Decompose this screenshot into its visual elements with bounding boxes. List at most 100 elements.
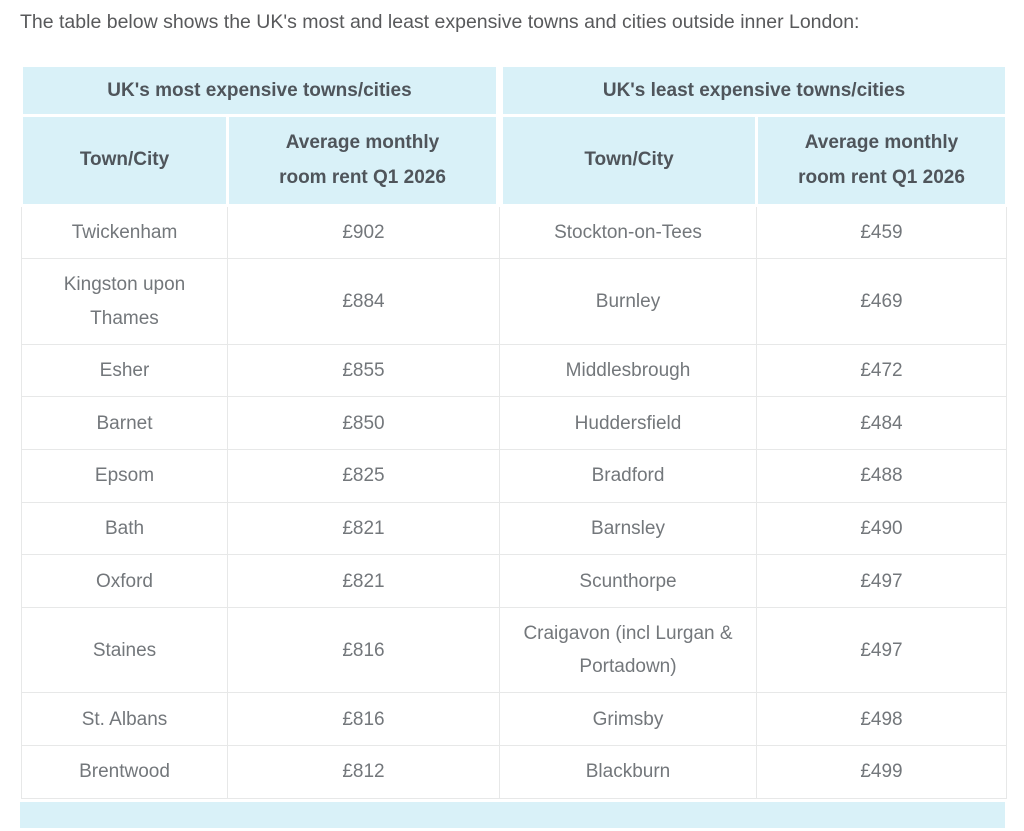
most-town-name: Oxford [95,570,154,592]
cell-least-town: Scunthorpe [499,554,757,608]
column-header-row: Town/City Average monthly room rent Q1 2… [20,114,1008,207]
least-town-name: Stockton-on-Tees [554,222,702,244]
cell-most-town: Staines [21,606,228,694]
least-rent-value: £497 [860,570,903,592]
col-header-town-least: Town/City [498,114,758,207]
cell-most-rent: £855 [227,343,500,398]
table-row: Kingston upon Thames £884 Burnley £469 [21,258,1007,345]
table-row: Twickenham £902 Stockton-on-Tees £459 [21,204,1007,260]
least-town-name: Burnley [595,291,661,313]
least-rent-value: £459 [860,222,903,244]
least-rent-value: £490 [860,518,903,540]
least-town-name: Grimsby [592,708,664,730]
cell-most-town: Barnet [21,396,228,451]
cell-most-town: Bath [21,501,228,556]
cell-least-rent: £484 [756,396,1007,451]
group-header-most-label: UK's most expensive towns/cities [107,79,412,101]
most-rent-value: £812 [342,761,385,783]
most-town-name: Epsom [94,465,155,487]
least-rent-value: £488 [860,465,903,487]
most-rent-value: £821 [342,570,385,592]
cell-least-rent: £472 [756,343,1007,398]
most-rent-value: £816 [342,708,385,730]
table-row: Brentwood £812 Blackburn £499 [21,744,1007,799]
least-town-name: Huddersfield [574,412,682,434]
table-row: Staines £816 Craigavon (incl Lurgan & Po… [21,606,1007,694]
least-rent-value: £469 [860,291,903,313]
cell-least-town: Craigavon (incl Lurgan & Portadown) [499,606,757,694]
group-header-least: UK's least expensive towns/cities [498,64,1008,118]
most-rent-value: £850 [342,412,385,434]
cell-least-rent: £498 [756,692,1007,746]
cell-least-town: Barnsley [499,501,757,556]
most-rent-value: £884 [342,291,385,313]
table-row: Bath £821 Barnsley £490 [21,501,1007,556]
cell-most-rent: £821 [227,554,500,608]
cell-most-town: Esher [21,343,228,398]
cell-most-rent: £902 [227,204,500,260]
cell-least-rent: £469 [756,258,1007,345]
group-header-least-label: UK's least expensive towns/cities [602,79,906,101]
cell-least-rent: £497 [756,554,1007,608]
least-rent-value: £498 [860,708,903,730]
table-footer-band [20,801,1005,828]
col-header-rent-least: Average monthly room rent Q1 2026 [755,114,1008,207]
most-town-name: Bath [104,518,145,540]
table-row: Oxford £821 Scunthorpe £497 [21,554,1007,608]
intro-text: The table below shows the UK's most and … [20,11,860,33]
col-header-rent-most-label: Average monthly room rent Q1 2026 [279,132,446,188]
least-town-name: Barnsley [591,518,665,540]
cell-most-town: Kingston upon Thames [21,258,228,345]
most-town-name: Barnet [96,412,153,434]
cell-least-town: Blackburn [499,744,757,799]
cell-most-rent: £884 [227,258,500,345]
cell-most-rent: £825 [227,449,500,503]
col-header-town-most: Town/City [20,114,229,207]
cell-least-town: Huddersfield [499,396,757,451]
cell-most-town: Twickenham [21,204,228,260]
table-row: Barnet £850 Huddersfield £484 [21,396,1007,451]
cell-least-town: Burnley [499,258,757,345]
cell-most-town: Brentwood [21,744,228,799]
cell-most-rent: £850 [227,396,500,451]
group-header-row: UK's most expensive towns/cities UK's le… [20,64,1008,118]
col-header-rent-most: Average monthly room rent Q1 2026 [226,114,503,207]
most-rent-value: £821 [342,518,385,540]
cell-most-town: St. Albans [21,692,228,746]
cell-least-town: Stockton-on-Tees [499,204,757,260]
col-header-rent-least-label: Average monthly room rent Q1 2026 [798,132,965,188]
most-rent-value: £825 [342,465,385,487]
most-town-name: Esher [99,360,150,382]
col-header-town-most-label: Town/City [79,149,170,171]
least-rent-value: £499 [860,761,903,783]
most-town-name: Twickenham [71,222,178,244]
least-town-name: Bradford [591,465,665,487]
most-rent-value: £816 [342,639,385,661]
cell-most-town: Epsom [21,449,228,503]
group-header-most: UK's most expensive towns/cities [20,64,503,118]
cell-least-town: Grimsby [499,692,757,746]
table-row: Esher £855 Middlesbrough £472 [21,343,1007,398]
cell-least-town: Middlesbrough [499,343,757,398]
least-rent-value: £472 [860,360,903,382]
cell-most-rent: £821 [227,501,500,556]
cell-most-rent: £812 [227,744,500,799]
cell-least-rent: £459 [756,204,1007,260]
least-rent-value: £484 [860,412,903,434]
least-town-name: Middlesbrough [565,360,691,382]
cell-least-rent: £488 [756,449,1007,503]
least-town-name: Craigavon (incl Lurgan & Portadown) [523,622,733,678]
least-rent-value: £497 [860,639,903,661]
table-row: St. Albans £816 Grimsby £498 [21,692,1007,746]
most-rent-value: £902 [342,222,385,244]
most-town-name: Staines [92,639,157,661]
most-rent-value: £855 [342,360,385,382]
cell-least-rent: £490 [756,501,1007,556]
cell-least-rent: £497 [756,606,1007,694]
cell-least-rent: £499 [756,744,1007,799]
rent-comparison-table: UK's most expensive towns/cities UK's le… [20,64,1008,799]
cell-most-town: Oxford [21,554,228,608]
most-town-name: Kingston upon Thames [63,274,186,329]
least-town-name: Scunthorpe [579,570,677,592]
col-header-town-least-label: Town/City [584,149,674,171]
